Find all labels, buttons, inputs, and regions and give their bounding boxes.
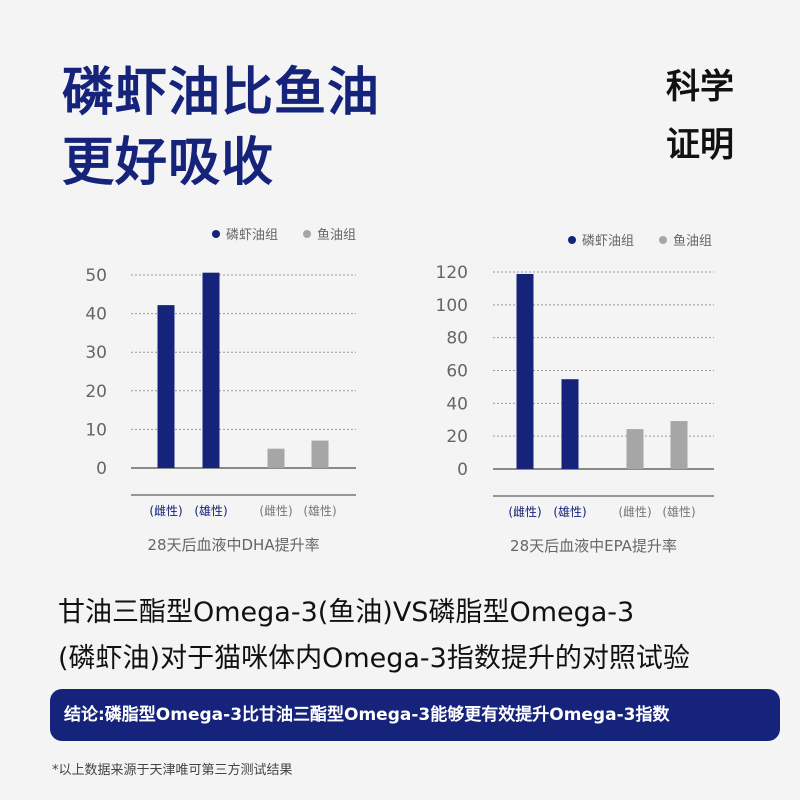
experiment-description: 甘油三酯型Omega-3(鱼油)VS磷脂型Omega-3 (磷虾油)对于猫咪体内… (58, 590, 690, 682)
fish-oil-bar (311, 440, 329, 468)
legend-marker (659, 236, 667, 244)
badge-line-1: 科学 (666, 67, 734, 107)
legend-marker (212, 230, 220, 238)
y-tick-label: 30 (85, 343, 107, 363)
y-tick-label: 40 (446, 394, 468, 414)
legend-marker (303, 230, 311, 238)
category-label: (雄性) (662, 504, 695, 519)
y-tick-label: 20 (85, 382, 107, 402)
y-tick-label: 120 (436, 263, 468, 283)
description-line-1: 甘油三酯型Omega-3(鱼油)VS磷脂型Omega-3 (58, 597, 635, 628)
category-label: (雄性) (303, 503, 336, 518)
footnote: *以上数据来源于天津唯可第三方测试结果 (52, 763, 293, 778)
description-line-2: (磷虾油)对于猫咪体内Omega-3指数提升的对照试验 (58, 643, 690, 674)
y-tick-label: 20 (446, 427, 468, 447)
y-tick-label: 100 (436, 296, 468, 316)
page-title: 磷虾油比鱼油 更好吸收 (62, 58, 380, 198)
y-tick-label: 40 (85, 305, 107, 325)
conclusion-banner: 结论:磷脂型Omega-3比甘油三酯型Omega-3能够更有效提升Omega-3… (50, 689, 780, 741)
y-tick-label: 0 (457, 460, 468, 480)
badge-line-2: 证明 (666, 125, 734, 165)
y-tick-label: 80 (446, 329, 468, 349)
legend-label: 磷虾油组 (582, 234, 634, 249)
krill-oil-bar (516, 273, 534, 469)
krill-oil-bar (202, 272, 220, 468)
fish-oil-bar (626, 429, 644, 469)
category-label: (雄性) (553, 504, 586, 519)
chart-title: 28天后血液中DHA提升率 (147, 536, 319, 554)
category-label: (雌性) (508, 504, 541, 519)
y-tick-label: 10 (85, 420, 107, 440)
title-line-2: 更好吸收 (62, 133, 275, 193)
chart-title: 28天后血液中EPA提升率 (510, 537, 677, 555)
category-label: (雌性) (618, 504, 651, 519)
legend-label: 鱼油组 (317, 227, 356, 243)
category-label: (雌性) (259, 503, 292, 518)
legend-label: 磷虾油组 (226, 228, 278, 243)
fish-oil-bar (267, 448, 285, 468)
krill-oil-bar (561, 379, 579, 469)
category-label: (雄性) (194, 503, 227, 518)
y-tick-label: 50 (85, 266, 107, 286)
category-label: (雌性) (149, 503, 182, 518)
title-line-1: 磷虾油比鱼油 (62, 63, 381, 123)
legend-marker (568, 236, 576, 244)
legend-label: 鱼油组 (673, 233, 712, 249)
fish-oil-bar (670, 421, 688, 469)
science-badge: 科学 证明 (666, 58, 734, 174)
y-tick-label: 60 (446, 362, 468, 382)
y-tick-label: 0 (96, 459, 107, 479)
krill-oil-bar (157, 305, 175, 468)
